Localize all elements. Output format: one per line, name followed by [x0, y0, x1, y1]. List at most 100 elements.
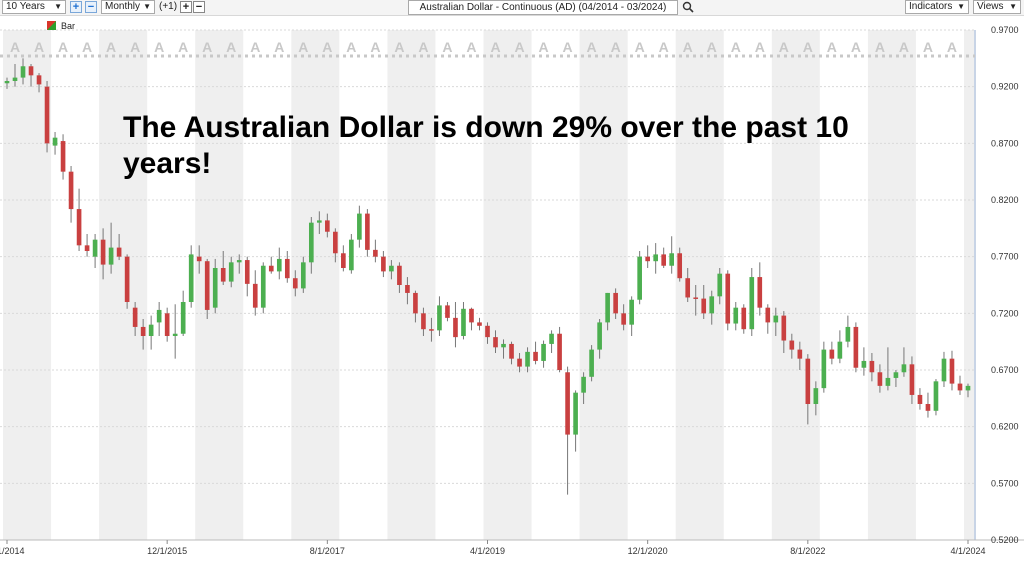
- background-band: [195, 30, 244, 540]
- candle: [52, 132, 58, 155]
- x-tick-label: 12/1/2020: [628, 546, 668, 556]
- candle-body: [941, 358, 947, 382]
- candle: [901, 347, 907, 377]
- candle-body: [837, 341, 843, 359]
- period-label: 10 Years: [6, 1, 45, 12]
- period-select[interactable]: 10 Years ▼: [2, 0, 66, 14]
- candle: [941, 351, 947, 387]
- candle-body: [509, 343, 514, 359]
- candle: [661, 247, 667, 268]
- candle-body: [292, 278, 298, 289]
- candle-body: [485, 325, 490, 338]
- candle-body: [725, 273, 731, 324]
- event-marker-label: A: [659, 39, 669, 55]
- event-marker-label: A: [875, 39, 885, 55]
- candle: [589, 345, 594, 382]
- candle-body: [541, 343, 546, 361]
- candle-body: [789, 340, 795, 350]
- candle-body: [885, 377, 891, 386]
- candle: [172, 304, 178, 359]
- candle: [837, 330, 843, 364]
- candle-body: [893, 372, 899, 378]
- background-band: [675, 30, 724, 540]
- candle: [725, 270, 731, 331]
- y-tick-label: 0.8200: [991, 195, 1019, 205]
- candle-body: [909, 364, 915, 395]
- chart-grid: [0, 29, 1024, 541]
- indicators-menu[interactable]: Indicators ▼: [905, 0, 969, 14]
- candle-body: [44, 86, 50, 144]
- candle: [765, 304, 771, 334]
- candle-body: [821, 349, 827, 389]
- candle: [693, 285, 699, 316]
- event-marker-label: A: [779, 39, 789, 55]
- candle-body: [397, 265, 402, 285]
- legend-swatch: [47, 21, 56, 30]
- candle: [108, 222, 114, 274]
- candle-body: [813, 388, 819, 404]
- candle: [124, 254, 130, 309]
- candle: [308, 217, 314, 274]
- event-marker-label: A: [635, 39, 645, 55]
- candle-body: [685, 278, 691, 298]
- candle: [357, 205, 362, 248]
- zoom-in-button[interactable]: +: [70, 1, 82, 13]
- candle-body: [333, 231, 338, 254]
- candle: [621, 304, 626, 331]
- y-tick-label: 0.9700: [991, 25, 1019, 35]
- candle-body: [949, 358, 955, 384]
- candle: [228, 256, 234, 288]
- event-marker-label: A: [466, 39, 476, 55]
- candle: [717, 268, 723, 305]
- candle-body: [477, 322, 482, 326]
- event-marker-label: A: [346, 39, 356, 55]
- event-marker-label: A: [707, 39, 717, 55]
- event-marker-label: A: [803, 39, 813, 55]
- candle: [853, 322, 859, 373]
- candle-body: [212, 268, 218, 308]
- candle-body: [581, 376, 586, 393]
- candle: [645, 245, 650, 268]
- symbol-title-field[interactable]: Australian Dollar - Continuous (AD) (04/…: [408, 0, 678, 15]
- candle: [196, 245, 202, 274]
- candle-body: [268, 265, 274, 272]
- candle: [148, 315, 154, 350]
- candle-body: [300, 262, 306, 289]
- candle-body: [917, 394, 923, 404]
- x-tick-label: 8/1/2017: [310, 546, 345, 556]
- candle-body: [220, 268, 226, 282]
- candle-body: [621, 313, 626, 325]
- offset-decrease-button[interactable]: −: [193, 1, 205, 13]
- candle: [605, 292, 610, 331]
- background-band: [99, 30, 148, 540]
- y-tick-label: 0.5700: [991, 478, 1019, 488]
- candle-body: [453, 317, 458, 338]
- candle-body: [228, 262, 234, 282]
- candle: [549, 330, 554, 353]
- candle: [965, 383, 971, 398]
- candle: [933, 379, 939, 416]
- interval-select[interactable]: Monthly ▼: [101, 0, 155, 14]
- candle: [164, 307, 170, 342]
- candle: [917, 388, 923, 410]
- candle: [437, 296, 442, 336]
- offset-increase-button[interactable]: +: [180, 1, 192, 13]
- candle-body: [613, 292, 618, 314]
- x-tick-label: 4/1/2014: [0, 546, 25, 556]
- zoom-out-button[interactable]: −: [85, 1, 97, 13]
- views-menu[interactable]: Views ▼: [973, 0, 1021, 14]
- event-marker-label: A: [851, 39, 861, 55]
- candle: [373, 239, 378, 263]
- candle-body: [260, 265, 266, 308]
- candle: [949, 350, 955, 391]
- event-marker-label: A: [106, 39, 116, 55]
- candle-body: [493, 337, 498, 348]
- candle-body: [76, 209, 82, 246]
- search-icon[interactable]: [682, 1, 694, 13]
- candle-body: [925, 404, 931, 411]
- candle-body: [461, 308, 466, 336]
- candle: [381, 251, 386, 278]
- candle-body: [741, 307, 747, 330]
- candle-body: [381, 256, 386, 272]
- candle: [805, 354, 811, 425]
